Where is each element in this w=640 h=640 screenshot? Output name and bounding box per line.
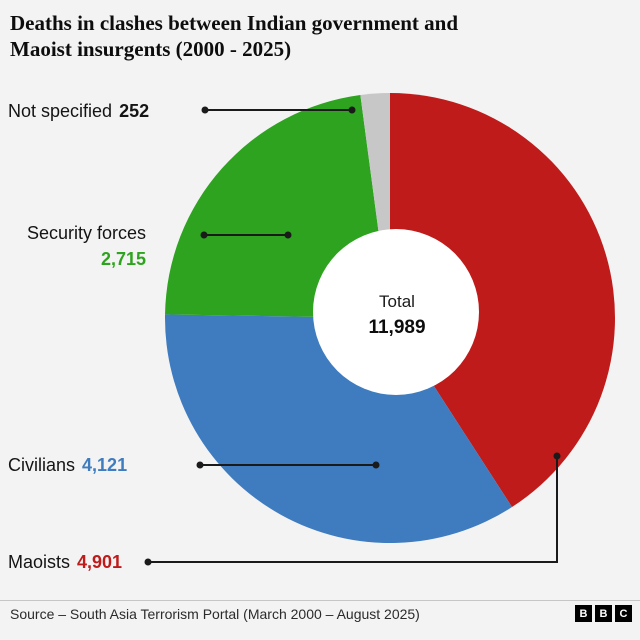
chart-title-line1: Deaths in clashes between Indian governm… [10,11,459,35]
security-forces-callout-dot-start [200,231,208,239]
maoists-value: 4,901 [77,552,123,572]
maoists-callout-dot-start [144,558,152,566]
civilians-label-row: Civilians 4,121 [8,453,127,477]
slice-maoists [390,93,615,508]
bbc-logo-letter: B [595,605,612,622]
chart-title: Deaths in clashes between Indian governm… [10,10,630,62]
bbc-logo: B B C [575,605,632,622]
bbc-logo-letter: B [575,605,592,622]
not-specified-label: Not specified [8,101,113,121]
chart-title-line2: Maoist insurgents (2000 - 2025) [10,37,292,61]
civilians-callout-dot-end [372,461,380,469]
bbc-logo-letter: C [615,605,632,622]
security-forces-label-row: Security forces 2,715 [8,221,146,271]
security-forces-value: 2,715 [100,249,146,269]
civilians-callout-dot-start [196,461,204,469]
slice-civilians [165,314,512,543]
maoists-label: Maoists [8,552,71,572]
not-specified-value: 252 [119,101,150,121]
maoists-callout-dot-end [553,452,561,460]
donut-center-label: Total [379,292,415,311]
callout-lines [144,106,561,566]
not-specified-label-row: Not specified 252 [8,99,149,123]
security-forces-label: Security forces [26,223,146,243]
source-text: Source – South Asia Terrorism Portal (Ma… [10,606,420,622]
maoists-label-row: Maoists 4,901 [8,550,122,574]
donut-hole [313,229,479,395]
not-specified-callout-dot-start [201,106,209,114]
maoists-callout-line [148,456,558,563]
donut-center-value: 11,989 [368,317,426,338]
security-forces-callout-dot-end [284,231,292,239]
civilians-value: 4,121 [82,455,128,475]
civilians-label: Civilians [8,455,76,475]
footer-divider [0,600,640,601]
not-specified-callout-dot-end [348,106,356,114]
